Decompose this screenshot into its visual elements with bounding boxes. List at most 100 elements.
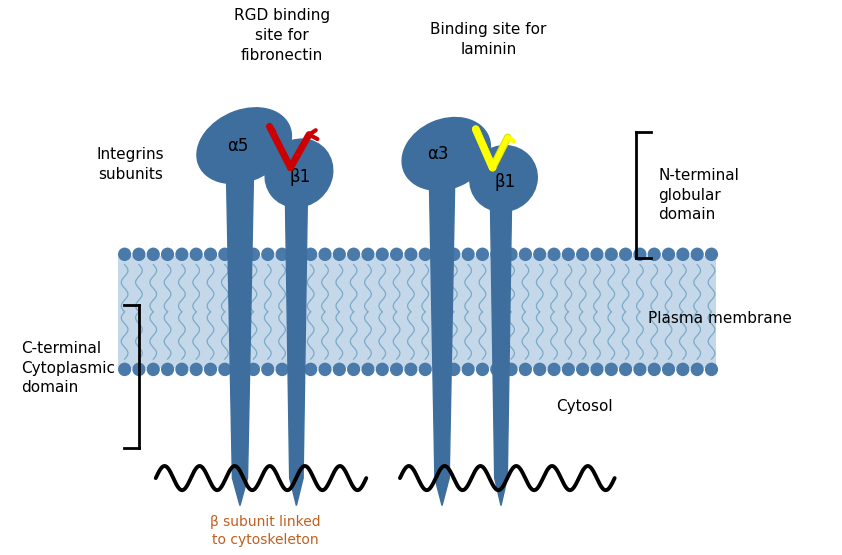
Ellipse shape — [505, 364, 517, 375]
Ellipse shape — [706, 364, 717, 375]
Ellipse shape — [319, 248, 331, 260]
Ellipse shape — [219, 248, 231, 260]
Ellipse shape — [462, 248, 474, 260]
Ellipse shape — [248, 364, 259, 375]
Ellipse shape — [176, 248, 188, 260]
Text: α3: α3 — [427, 145, 449, 163]
Ellipse shape — [147, 364, 159, 375]
Polygon shape — [429, 183, 455, 478]
Ellipse shape — [262, 364, 274, 375]
Ellipse shape — [333, 248, 345, 260]
Text: β1: β1 — [290, 169, 312, 186]
Ellipse shape — [677, 364, 689, 375]
Ellipse shape — [290, 364, 302, 375]
Ellipse shape — [634, 248, 646, 260]
Ellipse shape — [434, 364, 445, 375]
Ellipse shape — [663, 248, 674, 260]
Text: α5: α5 — [226, 137, 248, 155]
Ellipse shape — [520, 364, 531, 375]
Text: Binding site for
laminin: Binding site for laminin — [430, 22, 546, 57]
Ellipse shape — [362, 248, 374, 260]
Ellipse shape — [548, 248, 560, 260]
Ellipse shape — [634, 364, 646, 375]
Ellipse shape — [133, 248, 145, 260]
Text: N-terminal
globular
domain: N-terminal globular domain — [658, 168, 739, 223]
Ellipse shape — [477, 248, 488, 260]
Ellipse shape — [248, 248, 259, 260]
Ellipse shape — [605, 248, 617, 260]
Ellipse shape — [548, 364, 560, 375]
Ellipse shape — [462, 364, 474, 375]
Ellipse shape — [691, 248, 703, 260]
Ellipse shape — [391, 248, 402, 260]
Ellipse shape — [620, 248, 632, 260]
Ellipse shape — [562, 248, 574, 260]
Ellipse shape — [376, 364, 388, 375]
Ellipse shape — [505, 248, 517, 260]
Text: Plasma membrane: Plasma membrane — [648, 311, 792, 326]
Ellipse shape — [265, 139, 333, 207]
Ellipse shape — [119, 364, 131, 375]
Polygon shape — [226, 176, 253, 478]
Ellipse shape — [691, 364, 703, 375]
Text: β subunit linked
to cytoskeleton: β subunit linked to cytoskeleton — [210, 515, 321, 547]
Ellipse shape — [434, 248, 445, 260]
Polygon shape — [434, 478, 450, 506]
Ellipse shape — [276, 248, 288, 260]
Ellipse shape — [362, 364, 374, 375]
Ellipse shape — [577, 248, 589, 260]
Ellipse shape — [190, 248, 202, 260]
Ellipse shape — [577, 364, 589, 375]
Ellipse shape — [290, 248, 302, 260]
Ellipse shape — [219, 364, 231, 375]
Ellipse shape — [419, 248, 431, 260]
Ellipse shape — [205, 364, 216, 375]
Text: Cytosol: Cytosol — [556, 399, 612, 414]
Ellipse shape — [391, 364, 402, 375]
Ellipse shape — [448, 248, 460, 260]
Polygon shape — [490, 205, 511, 478]
Bar — [118, 255, 716, 368]
Ellipse shape — [348, 364, 360, 375]
Ellipse shape — [305, 248, 317, 260]
Ellipse shape — [133, 364, 145, 375]
Ellipse shape — [319, 364, 331, 375]
Ellipse shape — [491, 364, 503, 375]
Ellipse shape — [534, 248, 546, 260]
Ellipse shape — [534, 364, 546, 375]
Ellipse shape — [233, 248, 245, 260]
Text: Integrins
subunits: Integrins subunits — [97, 148, 164, 182]
Ellipse shape — [262, 248, 274, 260]
Ellipse shape — [677, 248, 689, 260]
Ellipse shape — [162, 364, 173, 375]
Ellipse shape — [333, 364, 345, 375]
Ellipse shape — [605, 364, 617, 375]
Text: C-terminal
Cytoplasmic
domain: C-terminal Cytoplasmic domain — [21, 341, 115, 396]
Ellipse shape — [190, 364, 202, 375]
Ellipse shape — [470, 145, 537, 211]
Polygon shape — [290, 478, 303, 506]
Ellipse shape — [176, 364, 188, 375]
Ellipse shape — [706, 248, 717, 260]
Ellipse shape — [376, 248, 388, 260]
Ellipse shape — [520, 248, 531, 260]
Ellipse shape — [620, 364, 632, 375]
Polygon shape — [232, 478, 248, 506]
Ellipse shape — [591, 248, 603, 260]
Ellipse shape — [405, 364, 417, 375]
Ellipse shape — [648, 248, 660, 260]
Ellipse shape — [562, 364, 574, 375]
Ellipse shape — [663, 364, 674, 375]
Ellipse shape — [648, 364, 660, 375]
Ellipse shape — [276, 364, 288, 375]
Ellipse shape — [233, 364, 245, 375]
Polygon shape — [285, 200, 307, 478]
Ellipse shape — [591, 364, 603, 375]
Ellipse shape — [348, 248, 360, 260]
Ellipse shape — [305, 364, 317, 375]
Ellipse shape — [162, 248, 173, 260]
Ellipse shape — [197, 108, 291, 184]
Polygon shape — [495, 478, 507, 506]
Ellipse shape — [205, 248, 216, 260]
Ellipse shape — [119, 248, 131, 260]
